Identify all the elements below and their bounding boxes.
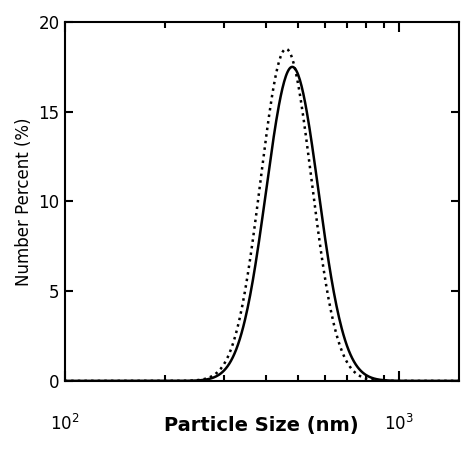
Text: $10^2$: $10^2$ [50,414,79,434]
Text: $10^3$: $10^3$ [384,414,414,434]
X-axis label: Particle Size (nm): Particle Size (nm) [164,416,359,435]
Y-axis label: Number Percent (%): Number Percent (%) [15,117,33,286]
